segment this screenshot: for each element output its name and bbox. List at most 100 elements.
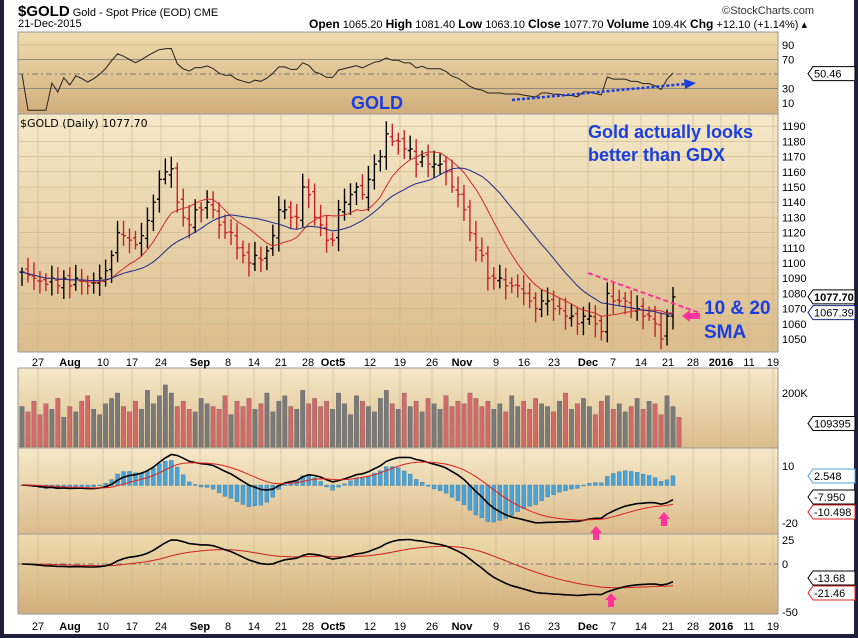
ohlc-bar <box>604 282 610 343</box>
volume-bar <box>198 398 204 448</box>
volume-bar <box>43 403 49 448</box>
volume-bar <box>366 406 371 448</box>
volume-bar <box>222 395 228 448</box>
x-tick-label: 16 <box>518 357 530 369</box>
macd-histogram-bar <box>635 472 640 486</box>
volume-bar <box>431 403 437 448</box>
volume-bar <box>97 414 102 448</box>
ohlc-bar <box>174 162 180 213</box>
x-tick-label: Dec <box>578 621 598 633</box>
macd-histogram-bar <box>563 484 568 491</box>
ohlc-bar <box>491 267 497 290</box>
ohlc-bar <box>616 289 622 307</box>
macd-histogram-bar <box>163 460 168 486</box>
ohlc-bar <box>216 202 222 239</box>
volume-bar <box>652 403 658 448</box>
ohlc-bar <box>91 272 97 294</box>
macd-histogram-bar <box>569 484 574 490</box>
macd-tick-label: -20 <box>782 518 798 530</box>
volume-bar <box>19 406 25 448</box>
macd-histogram-bar <box>443 484 449 494</box>
macd-histogram-bar <box>617 471 622 486</box>
macd-tag-box <box>807 489 856 505</box>
x-tick-label: 28 <box>302 357 314 369</box>
volume-bar <box>180 400 186 448</box>
macd-histogram-bar <box>670 475 676 486</box>
ohlc-bar <box>473 220 479 262</box>
volume-bar <box>145 390 150 448</box>
ohlc-bar <box>186 205 192 239</box>
macd-histogram-bar <box>187 481 192 486</box>
volume-bar <box>73 411 79 448</box>
x-tick-label: 19 <box>394 357 406 369</box>
macd-histogram-bar <box>91 484 96 487</box>
volume-bar <box>497 403 503 448</box>
macd-histogram-bar <box>246 484 252 507</box>
volume-bar <box>186 409 192 448</box>
volume-bar <box>377 398 383 448</box>
volume-bar <box>312 398 318 448</box>
rsi-trend-arrow-line <box>511 82 686 102</box>
x-tick-label: 14 <box>635 621 647 633</box>
volume-bar <box>330 409 335 448</box>
volume-bar <box>342 403 347 448</box>
ohlc-bar <box>646 306 652 321</box>
volume-bar <box>569 409 574 448</box>
volume-bar <box>598 400 604 448</box>
x-tick-label: 24 <box>155 621 167 633</box>
volume-bar <box>628 406 634 448</box>
volume-bar <box>395 409 401 448</box>
ohlc-bar <box>25 257 31 283</box>
price-tick-label: 1050 <box>782 334 806 346</box>
rsi-tick-label: 30 <box>782 84 794 96</box>
volume-bar <box>455 400 461 448</box>
volume-bar <box>49 409 55 448</box>
ohlc-bar <box>562 297 568 330</box>
osc-tag: -13.68 <box>814 573 845 585</box>
volume-bar <box>228 414 234 448</box>
ohlc-bar <box>198 202 204 223</box>
volume-bar <box>300 390 306 448</box>
macd-histogram-bar <box>527 484 532 507</box>
last-close-tag: 1077.70 <box>814 292 854 304</box>
macd-histogram-bar <box>258 484 264 506</box>
x-tick-label: 19 <box>767 357 779 369</box>
x-tick-label: 14 <box>635 357 647 369</box>
ohlc-bar <box>359 174 365 200</box>
ohlc-bar <box>622 292 628 315</box>
macd-hist-tag-box <box>807 468 856 484</box>
volume-bar <box>162 384 168 448</box>
volume-bar <box>91 409 97 448</box>
volume-bar <box>551 411 556 448</box>
macd-histogram-bar <box>348 480 353 486</box>
macd-histogram-bar <box>605 476 610 486</box>
price-tick-label: 1150 <box>782 182 806 194</box>
ohlc-bar <box>258 246 264 273</box>
ohlc-bar <box>371 154 377 190</box>
volume-bar <box>413 400 419 448</box>
ohlc-bar <box>652 305 658 337</box>
macd-histogram-bar <box>79 484 84 487</box>
ohlc-bar <box>312 183 318 226</box>
volume-bar <box>449 406 455 448</box>
macd-histogram-bar <box>491 484 496 523</box>
ohlc-bar <box>270 224 276 256</box>
macd-signal-tag: -10.498 <box>814 507 851 519</box>
volume-bar <box>622 411 628 448</box>
ohlc-bar <box>121 220 127 246</box>
volume-bar <box>533 398 538 448</box>
macd-histogram-bar <box>342 483 347 486</box>
open-label: Open <box>309 17 340 31</box>
macd-histogram-bar <box>210 484 216 490</box>
macd-histogram-bar <box>521 484 526 509</box>
macd-histogram-bar <box>646 475 652 486</box>
ohlc-bar <box>234 222 240 260</box>
macd-histogram-bar <box>378 470 383 486</box>
instrument-name: Gold - Spot Price (EOD) <box>72 7 191 19</box>
ohlc-bar <box>509 277 515 293</box>
x-tick-label: 17 <box>126 621 138 633</box>
macd-histogram-bar <box>234 484 240 502</box>
ohlc-bar <box>557 298 563 316</box>
price-tick-label: 1190 <box>782 121 806 133</box>
macd-histogram-bar <box>581 484 586 487</box>
